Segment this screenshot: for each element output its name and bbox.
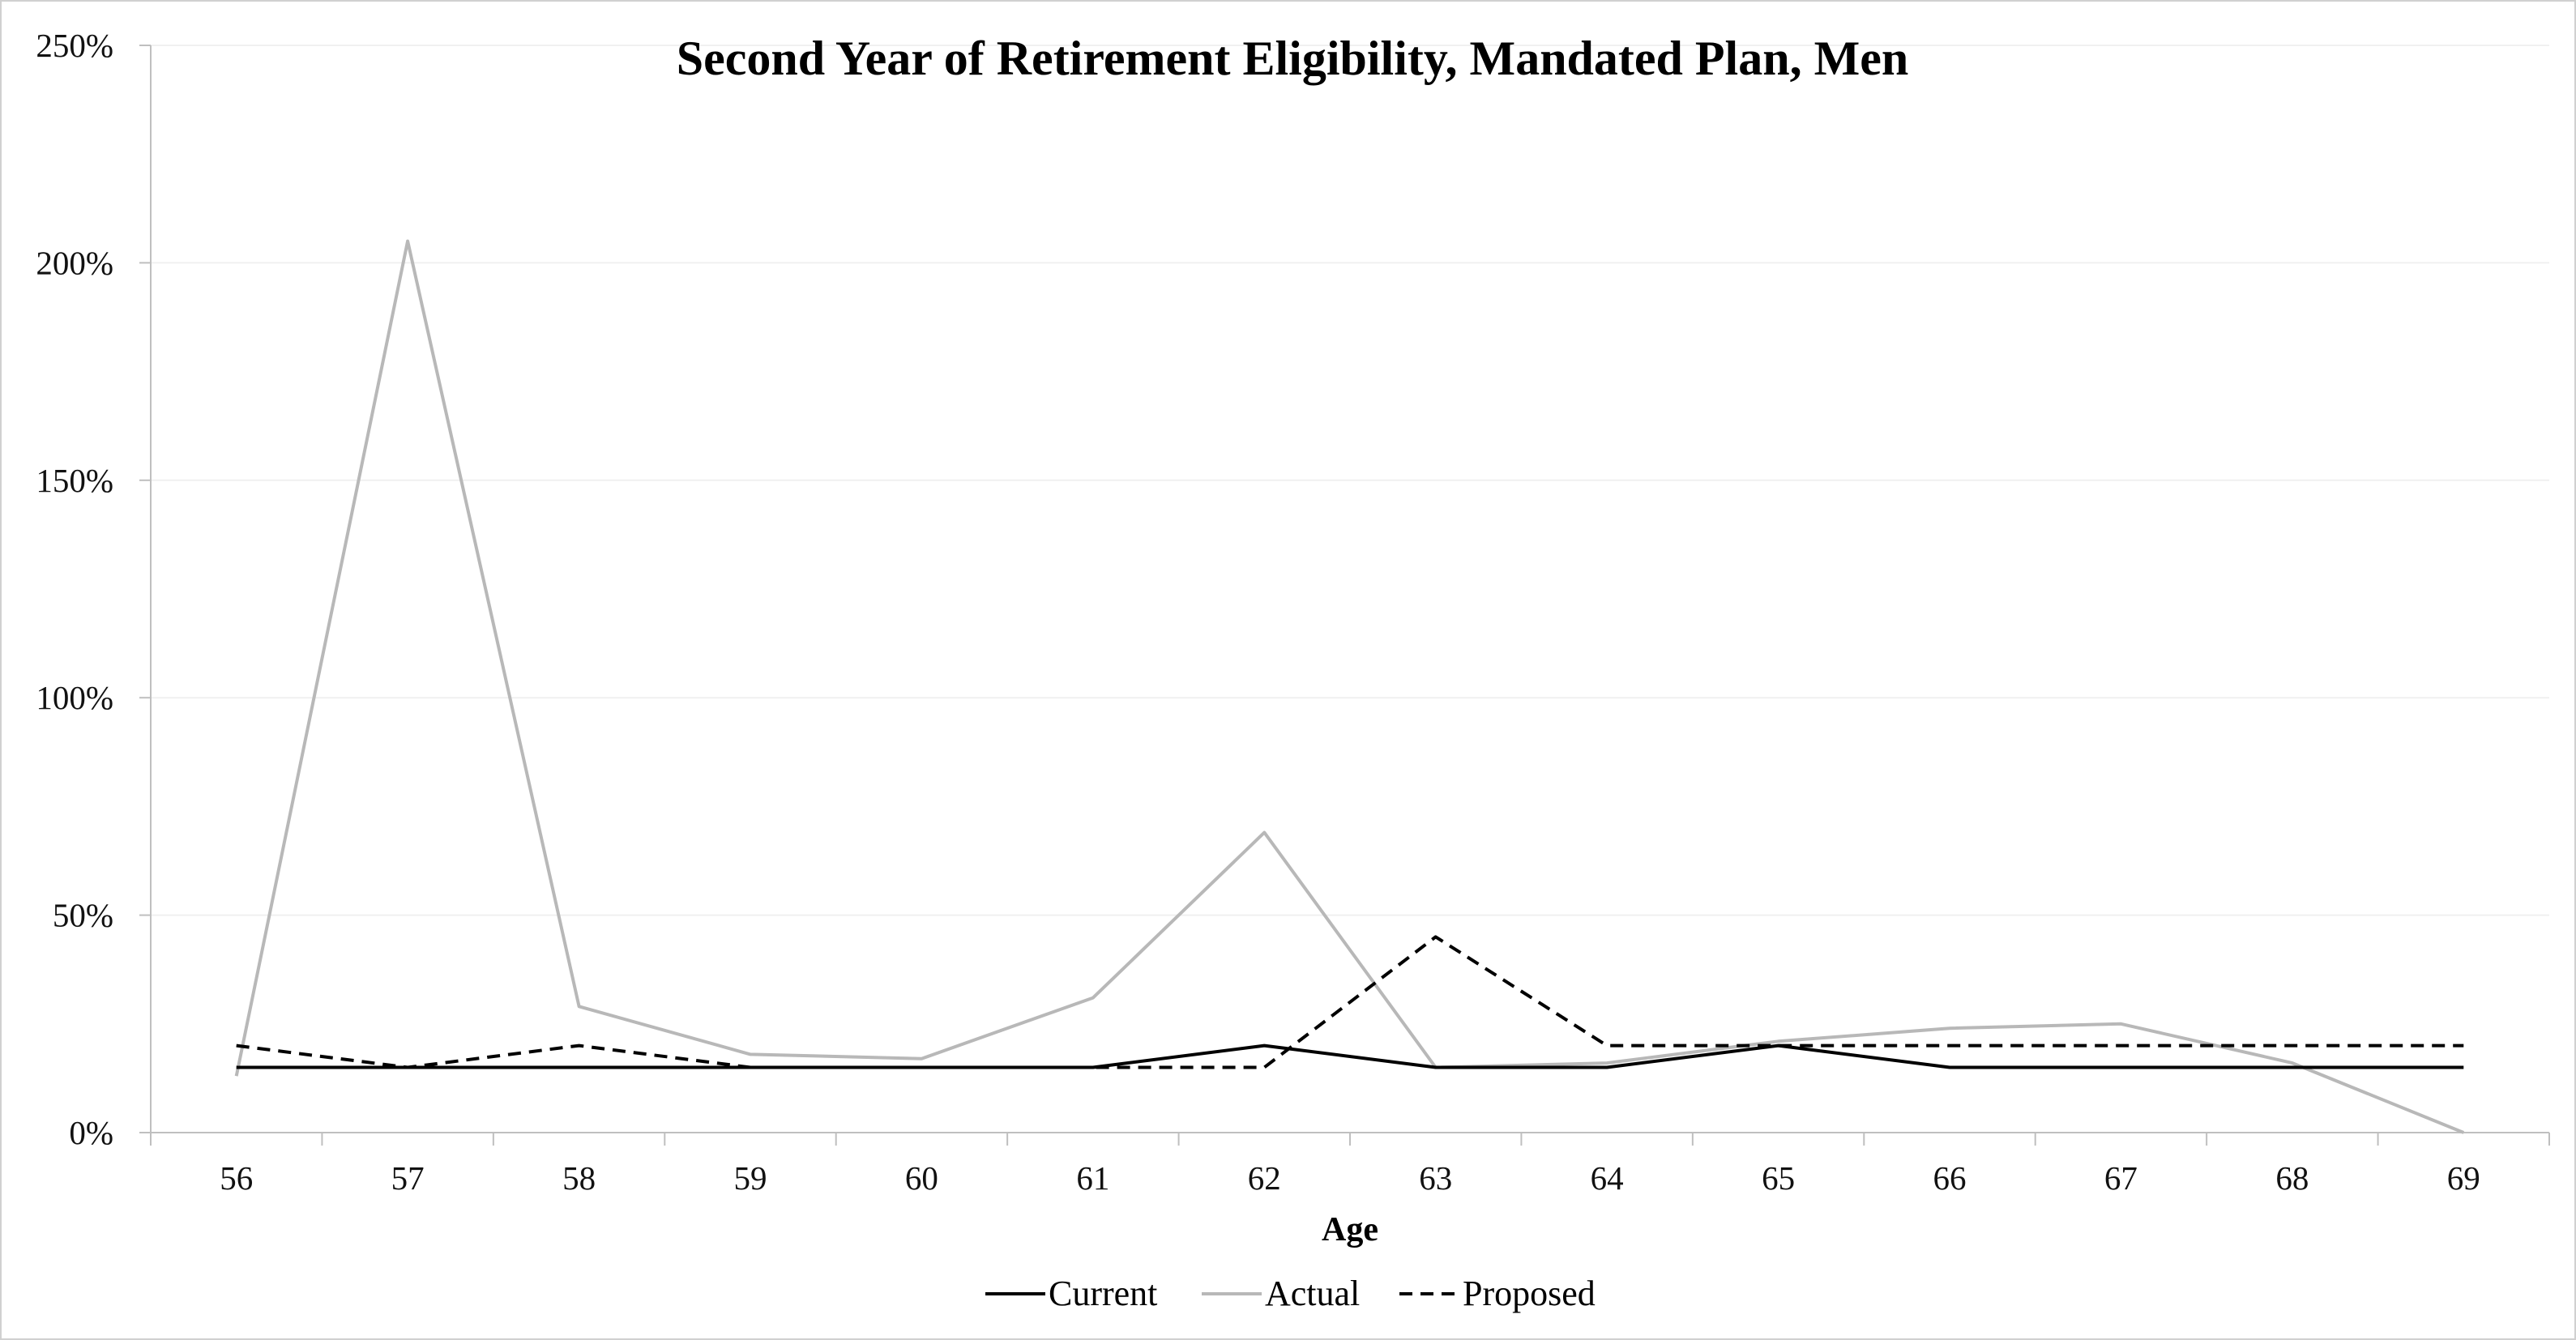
data-point-actual [405,239,410,244]
y-tick-label: 200% [36,244,113,281]
x-tick-label: 65 [1762,1159,1795,1197]
data-point-actual [577,1004,582,1009]
series-line-proposed [236,935,2464,1069]
x-tick-label: 62 [1248,1159,1281,1197]
data-point-current [2290,1065,2295,1069]
y-tick-label: 100% [36,679,113,716]
data-point-actual [2461,1130,2466,1135]
x-tick-label: 64 [1591,1159,1624,1197]
data-point-proposed [1604,1043,1609,1048]
x-tick-label: 69 [2447,1159,2480,1197]
x-tick-label: 59 [734,1159,767,1197]
x-tick-label: 61 [1076,1159,1109,1197]
data-point-current [234,1065,239,1069]
axes [139,45,2550,1146]
data-point-actual [1091,996,1096,1001]
x-tick-label: 67 [2104,1159,2138,1197]
data-point-actual [919,1056,924,1061]
legend: Current Actual Proposed [985,1274,1596,1313]
legend-label-current: Current [1049,1274,1157,1313]
chart-title: Second Year of Retirement Eligibility, M… [677,32,1908,85]
data-point-actual [1947,1026,1952,1031]
x-axis-tick-labels: 56 57 58 59 60 61 62 63 64 65 66 67 68 69 [220,1159,2480,1197]
data-point-current [2118,1065,2123,1069]
gridlines [151,45,2549,916]
data-point-actual [1262,830,1267,835]
data-point-proposed [234,1043,239,1048]
legend-label-actual: Actual [1265,1274,1360,1313]
x-tick-label: 66 [1933,1159,1967,1197]
x-axis-title: Age [1322,1211,1378,1248]
data-point-current [1433,1065,1438,1069]
data-point-proposed [2118,1043,2123,1048]
data-point-actual [2118,1022,2123,1026]
x-tick-label: 58 [562,1159,596,1197]
x-tick-label: 56 [220,1159,253,1197]
data-point-proposed [1947,1043,1952,1048]
legend-label-proposed: Proposed [1463,1274,1596,1313]
data-point-actual [1776,1039,1781,1043]
x-tick-label: 60 [905,1159,938,1197]
y-tick-label: 50% [53,897,113,934]
y-tick-label: 150% [36,462,113,499]
data-point-actual [234,1073,239,1078]
data-point-proposed [2290,1043,2295,1048]
data-point-proposed [919,1065,924,1069]
x-tick-label: 68 [2275,1159,2309,1197]
y-tick-label: 250% [36,27,113,64]
data-point-proposed [1091,1065,1096,1069]
data-point-current [1604,1065,1609,1069]
series-line-current [236,1043,2464,1069]
data-point-proposed [2461,1043,2466,1048]
data-point-actual [2290,1060,2295,1065]
x-tick-label: 63 [1419,1159,1452,1197]
data-point-actual [1604,1060,1609,1065]
series-line-actual [234,239,2465,1134]
data-point-current [1262,1043,1267,1048]
data-point-proposed [1776,1043,1781,1048]
data-point-proposed [577,1043,582,1048]
data-point-proposed [405,1065,410,1069]
y-tick-label: 0% [69,1114,113,1151]
data-point-proposed [1433,934,1438,939]
data-point-current [577,1065,582,1069]
data-point-current [2461,1065,2466,1069]
series-lines [234,239,2466,1135]
y-axis-tick-labels: 0% 50% 100% 150% 200% 250% [36,27,113,1151]
data-point-proposed [748,1065,753,1069]
data-point-current [1947,1065,1952,1069]
data-point-proposed [1262,1065,1267,1069]
data-point-actual [748,1052,753,1056]
x-tick-label: 57 [391,1159,425,1197]
